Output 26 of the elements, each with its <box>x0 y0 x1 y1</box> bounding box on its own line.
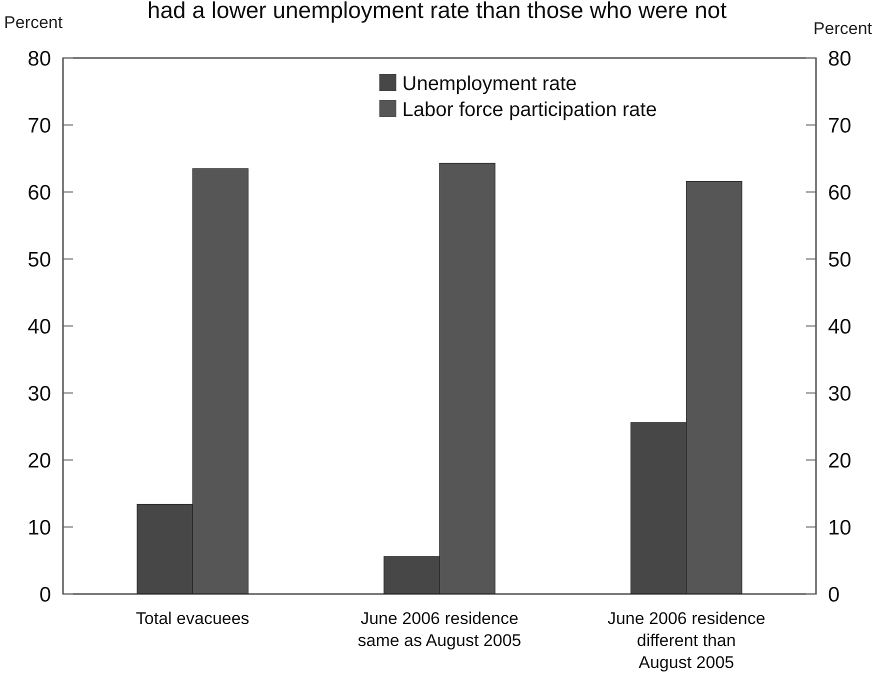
x-tick-label: June 2006 residence same as August 2005 <box>358 609 522 650</box>
y-tick-label: 80 <box>28 47 51 70</box>
y-tick-label: 70 <box>28 114 51 138</box>
y2-tick-label: 60 <box>828 181 852 204</box>
y-tick-label: 30 <box>28 382 51 406</box>
y-tick-label: 50 <box>28 248 51 272</box>
y-axis-title: Percent <box>4 13 63 32</box>
legend-label: Unemployment rate <box>402 73 577 95</box>
y2-tick-label: 30 <box>828 382 852 406</box>
y2-tick-label: 80 <box>828 47 852 70</box>
chart-title: had a lower unemployment rate than those who were not <box>147 0 728 23</box>
y2-tick-label: 40 <box>828 315 852 338</box>
x-tick-label: June 2006 residence different than August 2005 <box>607 609 766 672</box>
legend-label: Labor force participation rate <box>402 99 657 121</box>
y2-tick-label: 70 <box>828 114 852 138</box>
y2-tick-label: 0 <box>828 583 840 606</box>
y-tick-label: 0 <box>39 583 51 606</box>
y-tick-label: 60 <box>28 181 51 204</box>
y2-axis-title: Percent <box>813 19 872 38</box>
y-tick-label: 10 <box>28 516 51 540</box>
x-tick-label: Total evacuees <box>136 609 250 628</box>
y-tick-label: 20 <box>28 449 51 472</box>
y2-tick-label: 20 <box>828 449 852 472</box>
y2-tick-label: 50 <box>828 248 852 272</box>
y-tick-label: 40 <box>28 315 51 338</box>
y2-tick-label: 10 <box>828 516 852 540</box>
